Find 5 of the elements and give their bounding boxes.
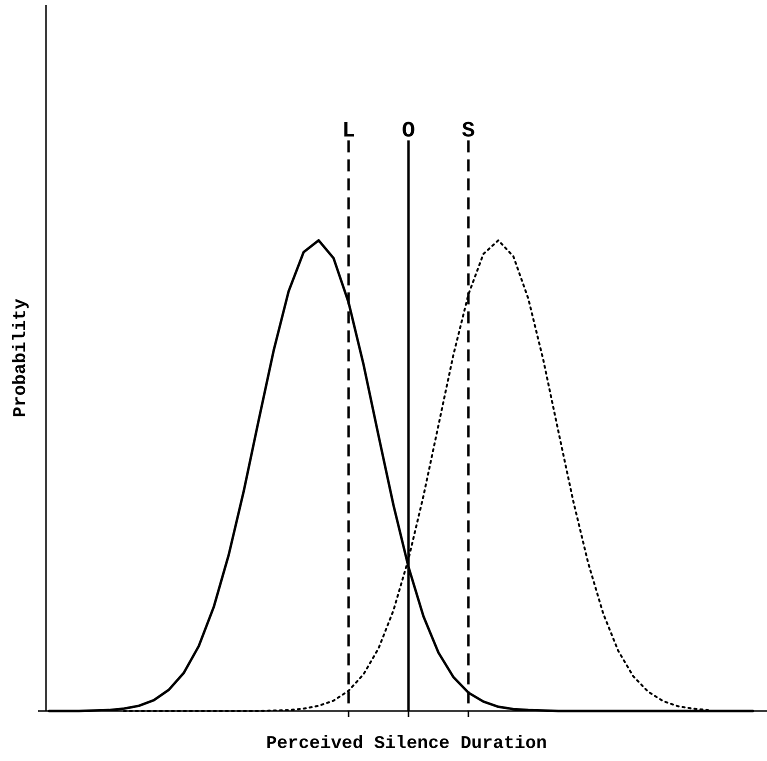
x-tick-label: O <box>402 118 416 144</box>
x-tick-label: L <box>342 118 356 144</box>
x-tick-label: S <box>462 118 476 144</box>
y-axis-title: Probability <box>11 298 31 418</box>
x-axis-title: Perceived Silence Duration <box>266 734 547 754</box>
